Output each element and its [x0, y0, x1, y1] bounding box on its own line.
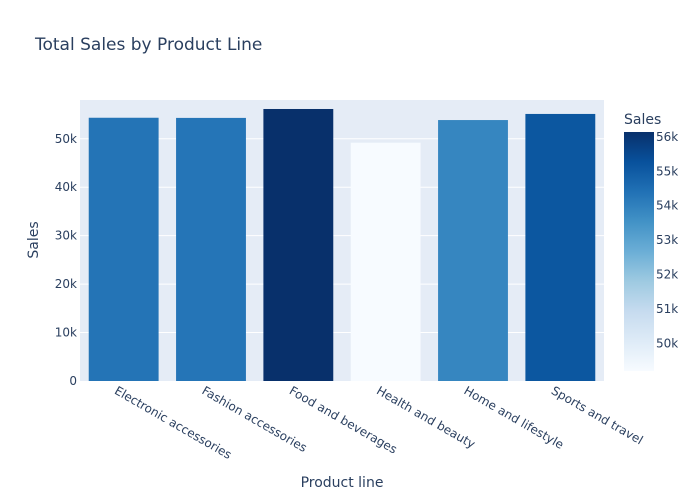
colorbar-tick-label: 52k	[656, 267, 678, 281]
bar	[350, 142, 421, 381]
y-axis-ticks: 0 10k 20k 30k 40k 50k	[55, 132, 77, 388]
colorbar-tick-label: 53k	[656, 233, 678, 247]
bar	[525, 113, 596, 381]
colorbar-tick-label: 54k	[656, 199, 678, 213]
plot-area	[80, 100, 604, 381]
colorbar-title: Sales	[624, 112, 661, 128]
bar	[88, 117, 159, 381]
colorbar-tick-label: 56k	[656, 130, 678, 144]
y-tick-label: 0	[69, 374, 77, 388]
colorbar-tick-label: 51k	[656, 302, 678, 316]
bars	[88, 108, 596, 382]
y-axis-label: Sales	[26, 221, 42, 258]
bar	[438, 120, 508, 382]
y-tick-label: 50k	[55, 132, 77, 146]
y-tick-label: 20k	[55, 277, 77, 291]
colorbar-ticks: 50k 51k 52k 53k 54k 55k 56k	[656, 130, 678, 350]
bar	[263, 108, 334, 381]
colorbar-tick-label: 50k	[656, 336, 678, 350]
x-axis-label: Product line	[301, 475, 384, 491]
colorbar-tick-label: 55k	[656, 164, 678, 178]
bar	[176, 117, 246, 381]
chart-title: Total Sales by Product Line	[34, 35, 262, 55]
colorbar	[624, 132, 654, 371]
gridlines	[80, 138, 604, 334]
y-tick-label: 10k	[55, 326, 77, 340]
y-tick-label: 30k	[55, 229, 77, 243]
y-tick-label: 40k	[55, 180, 77, 194]
